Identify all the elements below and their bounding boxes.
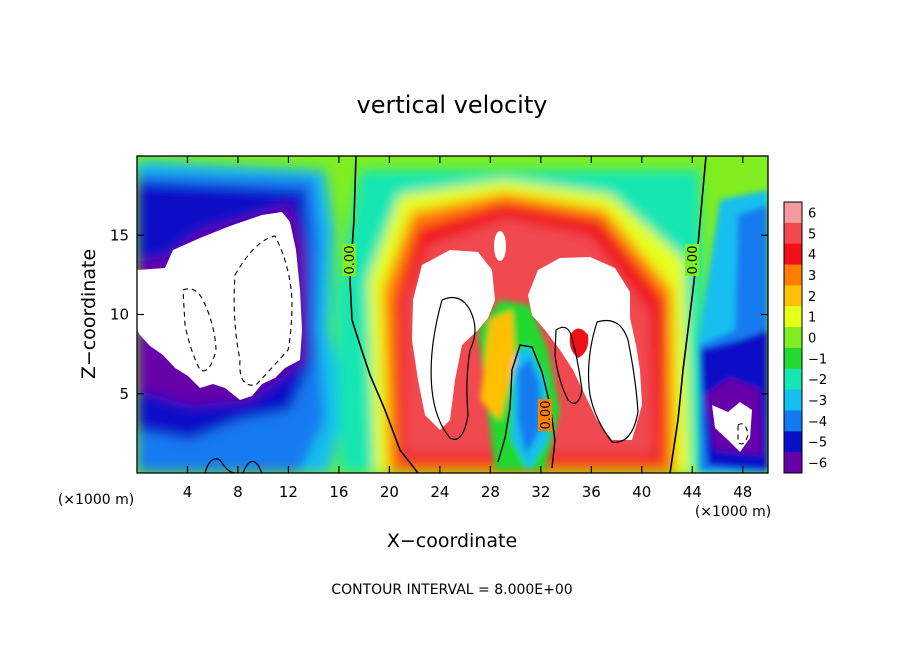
colorbar-label: −2 (808, 373, 827, 388)
contour-small-right (554, 326, 583, 404)
colorbar-label: 2 (808, 290, 816, 305)
x-axis-unit-right: (×1000 m) (695, 504, 771, 520)
x-tick-label: 40 (632, 483, 651, 501)
x-tick-label: 16 (329, 483, 348, 501)
colorbar: 6 5 4 3 2 1 0 −1 −2 −3 −4 −5 −6 (783, 201, 827, 474)
field-right-white (712, 402, 752, 452)
colorbar-swatch (784, 368, 802, 391)
y-tick-label: 15 (110, 226, 129, 244)
contour-pos-right (587, 319, 639, 443)
field-center-white-left (412, 250, 495, 430)
colorbar-label: −5 (808, 436, 827, 451)
x-tick-label: 36 (582, 483, 601, 501)
heatmap-plot: 0.00 0.00 0.00 (137, 156, 768, 473)
colorbar-label: 6 (808, 206, 816, 221)
x-tick-label: 12 (279, 483, 298, 501)
contour-label-left: 0.00 (342, 244, 358, 276)
y-axis-label: Z−coordinate (78, 249, 100, 379)
x-tick-label: 48 (733, 483, 752, 501)
x-tick-label: 28 (481, 483, 500, 501)
colorbar-swatch (784, 243, 802, 266)
colorbar-swatch (784, 264, 802, 286)
colorbar-frame (783, 201, 803, 474)
contour-zero-left (349, 156, 419, 473)
contour-neg-right (737, 423, 749, 445)
colorbar-label: −3 (808, 394, 827, 409)
x-axis-label: X−coordinate (387, 530, 517, 552)
colorbar-label: 0 (808, 332, 816, 347)
contour-label-core: 0.00 (538, 399, 554, 431)
y-axis-ticks: 5 10 15 (110, 226, 768, 403)
x-axis-unit-left: (×1000 m) (58, 492, 134, 508)
colorbar-label: −1 (808, 352, 827, 367)
field-core-yellow (480, 310, 515, 420)
colorbar-label: −6 (808, 457, 827, 472)
chart-title: vertical velocity (357, 91, 548, 119)
contour-neg-left-1 (182, 288, 217, 372)
colorbar-swatch (784, 306, 802, 328)
contour-interval-footer: CONTOUR INTERVAL = 8.000E+00 (331, 582, 572, 598)
contour-neg-left-2 (233, 235, 293, 386)
colorbar-swatch (784, 389, 802, 411)
colorbar-label: 5 (808, 227, 816, 242)
colorbar-label: 4 (808, 248, 816, 263)
contour-lower-lobes (204, 458, 263, 473)
colorbar-swatch (784, 327, 802, 349)
x-tick-label: 32 (531, 483, 550, 501)
field-left-white (137, 212, 302, 400)
contour-label-right: 0.00 (685, 244, 701, 276)
colorbar-label: 3 (808, 269, 816, 284)
x-axis-ticks: 4 8 12 16 20 24 28 32 36 40 44 48 (183, 156, 752, 501)
y-tick-label: 10 (110, 306, 129, 324)
x-tick-label: 24 (430, 483, 449, 501)
field-white-spot (494, 231, 506, 261)
x-tick-label: 8 (233, 483, 243, 501)
contour-label-left-text: 0.00 (343, 246, 358, 275)
contour-label-right-text: 0.00 (686, 246, 701, 275)
contour-zero-core (497, 344, 556, 469)
x-tick-label: 4 (183, 483, 193, 501)
field-inner-downdraft-blue (518, 358, 540, 455)
colorbar-swatch (784, 452, 802, 474)
colorbar-swatch (784, 202, 802, 224)
colorbar-swatch (784, 222, 802, 245)
colorbar-swatch (784, 410, 802, 432)
x-tick-label: 44 (683, 483, 702, 501)
field-updraft-red-spot (569, 328, 589, 358)
colorbar-label: −4 (808, 415, 827, 430)
contour-zero-right (669, 156, 707, 473)
colorbar-label: 1 (808, 311, 816, 326)
colorbar-swatch (784, 285, 802, 307)
contour-pos-left (430, 297, 476, 440)
contour-label-core-text: 0.00 (539, 401, 554, 430)
y-tick-label: 5 (119, 385, 129, 403)
x-tick-label: 20 (380, 483, 399, 501)
colorbar-swatch (784, 431, 802, 453)
colorbar-swatch (784, 347, 802, 370)
